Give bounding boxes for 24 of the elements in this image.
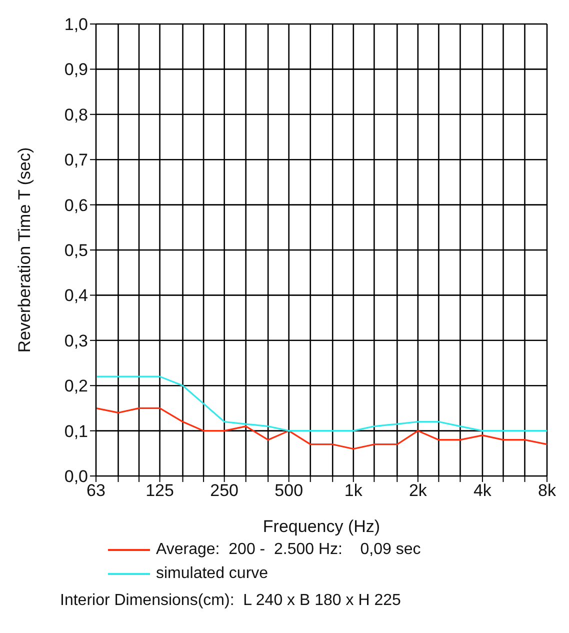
x-tick-label: 63 — [86, 481, 106, 500]
x-tick-label: 8k — [538, 481, 556, 500]
x-tick-label: 125 — [146, 481, 174, 500]
y-tick-label: 0,4 — [64, 286, 88, 306]
y-tick-label: 0,5 — [64, 241, 88, 260]
y-tick-label: 0,2 — [64, 376, 88, 396]
y-tick-label: 0,7 — [64, 150, 88, 170]
x-tick-label: 2k — [408, 481, 428, 500]
text: Interior Dimensions(cm): L 240 x B 180 x H 225 — [60, 592, 402, 610]
legend-label: simulated curve — [156, 565, 268, 583]
y-axis-title: Reverberation Time T (sec) — [15, 147, 34, 353]
y-tick-label: 0,0 — [64, 467, 88, 486]
y-tick-label: 0,9 — [64, 60, 88, 80]
y-tick-label: 0,1 — [64, 422, 88, 441]
y-tick-label: 0,3 — [64, 331, 88, 350]
x-tick-label: 4k — [473, 481, 492, 500]
x-axis-title: Frequency (Hz) — [262, 517, 380, 536]
x-tick-label: 500 — [274, 481, 304, 500]
legend-label: Average: 200 - 2.500 Hz: 0,09 sec — [156, 541, 421, 559]
x-tick-label: 250 — [210, 481, 239, 500]
y-tick-label: 0,8 — [64, 105, 88, 124]
x-tick-label: 1k — [344, 481, 363, 500]
y-tick-label: 0,6 — [64, 196, 88, 215]
y-tick-label: 1,0 — [64, 15, 88, 34]
